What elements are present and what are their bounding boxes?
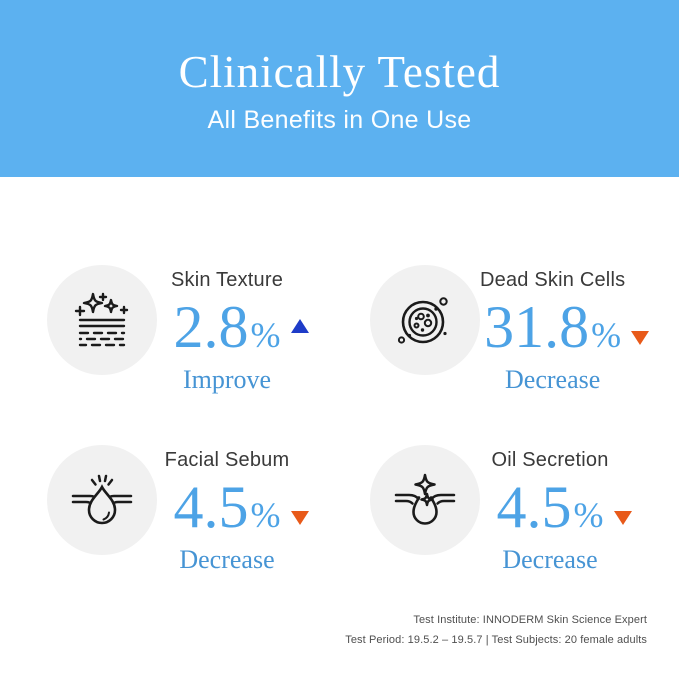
trend-up-icon xyxy=(290,319,309,333)
stat-icon-badge xyxy=(370,445,480,555)
trend-down-icon xyxy=(631,331,650,345)
footer-line-2: Test Period: 19.5.2 – 19.5.7 | Test Subj… xyxy=(345,634,647,646)
stat-value: 2.8% xyxy=(157,297,309,362)
trend-down-icon xyxy=(290,511,309,525)
stat-direction: Decrease xyxy=(505,365,601,394)
header-banner: Clinically Tested All Benefits in One Us… xyxy=(0,0,679,177)
skin-texture-icon xyxy=(74,292,129,347)
percent-sign: % xyxy=(250,495,281,535)
dead-skin-cells-icon xyxy=(397,297,448,344)
footer-line-1: Test Institute: INNODERM Skin Science Ex… xyxy=(413,614,647,626)
stat-icon-badge xyxy=(47,445,157,555)
stat-card-facial-sebum: Facial Sebum 4.5% Decrease xyxy=(47,440,309,574)
stat-number: 2.8 xyxy=(173,294,249,360)
page-subtitle: All Benefits in One Use xyxy=(207,106,472,134)
percent-sign: % xyxy=(573,495,604,535)
stat-label: Skin Texture xyxy=(170,269,284,291)
stat-direction: Decrease xyxy=(502,545,598,574)
stat-number: 31.8 xyxy=(484,294,590,360)
facial-sebum-icon xyxy=(71,474,133,525)
oil-secretion-icon xyxy=(394,473,456,525)
stat-card-skin-texture: Skin Texture 2.8% Improve xyxy=(47,260,309,394)
footer-note: Test Institute: INNODERM Skin Science Ex… xyxy=(345,610,647,650)
page-title: Clinically Tested xyxy=(178,47,501,97)
stat-number: 4.5 xyxy=(173,474,249,540)
stat-value: 31.8% xyxy=(480,297,650,362)
stat-card-oil-secretion: Oil Secretion 4.5% Decrease xyxy=(370,440,632,574)
stat-label: Facial Sebum xyxy=(164,449,290,471)
stat-value: 4.5% xyxy=(157,477,309,542)
stat-text-block: Facial Sebum 4.5% Decrease xyxy=(157,440,309,574)
stat-value: 4.5% xyxy=(480,477,632,542)
stat-number: 4.5 xyxy=(496,474,572,540)
stat-direction: Improve xyxy=(182,365,272,394)
stat-label: Oil Secretion xyxy=(491,449,609,471)
percent-sign: % xyxy=(250,315,281,355)
stat-icon-badge xyxy=(47,265,157,375)
stat-icon-badge xyxy=(370,265,480,375)
stat-label: Dead Skin Cells xyxy=(480,269,626,291)
percent-sign: % xyxy=(591,315,622,355)
stat-card-dead-skin-cells: Dead Skin Cells 31.8% Decrease xyxy=(370,260,650,394)
stat-direction: Decrease xyxy=(179,545,275,574)
trend-down-icon xyxy=(613,511,632,525)
stat-text-block: Skin Texture 2.8% Improve xyxy=(157,260,309,394)
stat-text-block: Dead Skin Cells 31.8% Decrease xyxy=(480,260,650,394)
stat-text-block: Oil Secretion 4.5% Decrease xyxy=(480,440,632,574)
